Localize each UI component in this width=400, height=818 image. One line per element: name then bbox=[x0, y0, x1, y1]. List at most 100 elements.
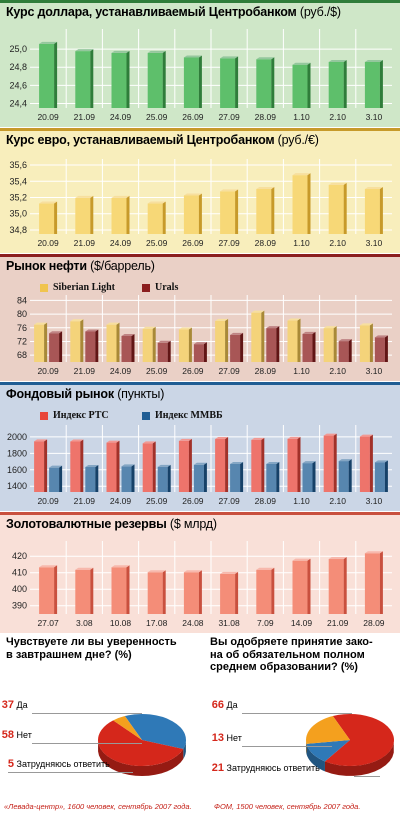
stock-market-chart: 2000 1800 1600 1400 20.09 21.09 24.09 25.09 26.0… bbox=[7, 425, 392, 506]
bar-side bbox=[333, 433, 337, 492]
legend-swatch bbox=[142, 411, 150, 420]
x-tick-label: 21.09 bbox=[74, 238, 96, 248]
bar-front bbox=[220, 58, 236, 108]
chart-title: Золотовалютные резервы bbox=[6, 517, 167, 531]
bar-front bbox=[49, 333, 60, 362]
bar-urals-24.09 bbox=[121, 333, 135, 362]
x-tick-label: 31.08 bbox=[218, 618, 240, 628]
bar-value-3.10 bbox=[364, 59, 383, 108]
bar-value-28.09 bbox=[364, 551, 383, 614]
bar-front bbox=[75, 51, 91, 108]
x-tick-label: 20.09 bbox=[37, 496, 59, 506]
bar-front bbox=[256, 569, 272, 614]
y-tick-label: 1600 bbox=[7, 465, 27, 475]
bar-side bbox=[90, 49, 94, 108]
poll-question: Чувствуете ли вы уверенность в завтрашне… bbox=[6, 636, 196, 661]
bar-value-7.09 bbox=[256, 567, 275, 614]
bar-side bbox=[203, 342, 207, 362]
bar-front bbox=[359, 325, 370, 362]
bar-side bbox=[54, 41, 58, 108]
bar-top bbox=[251, 437, 265, 440]
y-tick-label: 72 bbox=[17, 336, 27, 346]
oil-market-chart: 84 80 76 72 68 20.09 21.09 24.09 25.09 26.09 27.09… bbox=[17, 295, 392, 376]
y-tick-label: 35,0 bbox=[9, 209, 27, 219]
bar-индекс-ммвб-26.09 bbox=[193, 462, 207, 492]
poll-confidence: Чувствуете ли вы уверенность в завтрашне… bbox=[0, 636, 196, 818]
bar-value-25.09 bbox=[147, 50, 166, 108]
bar-side bbox=[59, 465, 63, 492]
y-tick-label: 76 bbox=[17, 323, 27, 333]
chart-title: Курс доллара, устанавливаемый Центробанк… bbox=[6, 5, 297, 19]
bar-side bbox=[126, 50, 130, 108]
answer-value: 21 bbox=[211, 762, 224, 774]
bar-front bbox=[215, 320, 226, 362]
x-tick-label: 1.10 bbox=[293, 112, 310, 122]
bar-side bbox=[343, 557, 347, 614]
bar-side bbox=[54, 565, 58, 614]
bar-value-24.09 bbox=[111, 195, 130, 234]
bar-front bbox=[183, 195, 199, 234]
y-tick-label: 1400 bbox=[7, 481, 27, 491]
bar-front bbox=[292, 64, 308, 108]
bar-top bbox=[178, 327, 192, 330]
bar-side bbox=[44, 322, 48, 362]
reserves-chart: 420 410 400 390 27.07 3.08 10.08 17.08 24.08 31.0… bbox=[12, 541, 392, 628]
y-tick-label: 35,2 bbox=[9, 193, 27, 203]
bar-urals-20.09 bbox=[49, 331, 63, 362]
bar-side bbox=[152, 326, 156, 362]
bar-top bbox=[220, 571, 239, 574]
bar-front bbox=[292, 560, 308, 614]
bar-side bbox=[162, 201, 166, 234]
bar-side bbox=[235, 56, 239, 108]
bar-top bbox=[359, 323, 373, 326]
bar-front bbox=[359, 436, 370, 492]
legend-micex-index: Индекс ММВБ bbox=[142, 410, 223, 421]
bar-top bbox=[256, 57, 275, 60]
x-tick-label: 27.09 bbox=[218, 112, 240, 122]
pie-slice-затрудняюсь-ответить bbox=[306, 716, 350, 744]
bar-side bbox=[369, 323, 373, 362]
bar-urals-2.10 bbox=[338, 339, 352, 362]
bar-front bbox=[302, 333, 313, 362]
bar-side bbox=[198, 570, 202, 614]
legend-label: Индекс РТС bbox=[53, 410, 109, 421]
answer-value: 66 bbox=[211, 699, 224, 711]
pie-wall bbox=[306, 743, 325, 772]
bar-top bbox=[121, 464, 135, 467]
bar-side bbox=[131, 333, 135, 362]
y-tick-label: 68 bbox=[17, 350, 27, 360]
x-tick-label: 14.09 bbox=[291, 618, 313, 628]
bar-value-28.09 bbox=[256, 57, 275, 108]
bar-side bbox=[80, 439, 84, 492]
answer-row-no: 13 Нет bbox=[204, 732, 400, 747]
bar-top bbox=[193, 342, 207, 345]
x-tick-label: 28.09 bbox=[255, 112, 277, 122]
answer-value: 58 bbox=[1, 729, 14, 741]
bar-front bbox=[287, 320, 298, 362]
bar-side bbox=[44, 439, 48, 492]
legend-swatch bbox=[40, 283, 48, 292]
bar-side bbox=[384, 460, 388, 492]
bar-value-3.10 bbox=[364, 186, 383, 234]
bar-индекс-ртс-21.09 bbox=[70, 439, 84, 492]
question-line: Вы одобряете принятие зако- bbox=[210, 636, 373, 648]
bar-front bbox=[193, 344, 204, 362]
y-tick-label: 1800 bbox=[7, 448, 27, 458]
bar-side bbox=[307, 173, 311, 234]
bar-top bbox=[106, 440, 120, 443]
y-tick-label: 35,4 bbox=[9, 176, 27, 186]
x-tick-label: 27.09 bbox=[218, 496, 240, 506]
bar-value-24.09 bbox=[111, 50, 130, 108]
answer-row-unsure: 5 Затрудняюсь ответить bbox=[0, 758, 196, 773]
bar-front bbox=[147, 572, 163, 614]
bar-value-27.07 bbox=[39, 565, 58, 614]
question-line: в завтрашнем дне? (%) bbox=[6, 648, 132, 661]
bar-front bbox=[178, 329, 189, 362]
bar-side bbox=[95, 465, 99, 492]
y-tick-label: 24,6 bbox=[9, 80, 27, 90]
bar-front bbox=[142, 443, 153, 492]
bar-side bbox=[271, 567, 275, 614]
legend-label: Urals bbox=[155, 282, 179, 293]
bar-side bbox=[343, 59, 347, 108]
bar-side bbox=[261, 437, 265, 492]
